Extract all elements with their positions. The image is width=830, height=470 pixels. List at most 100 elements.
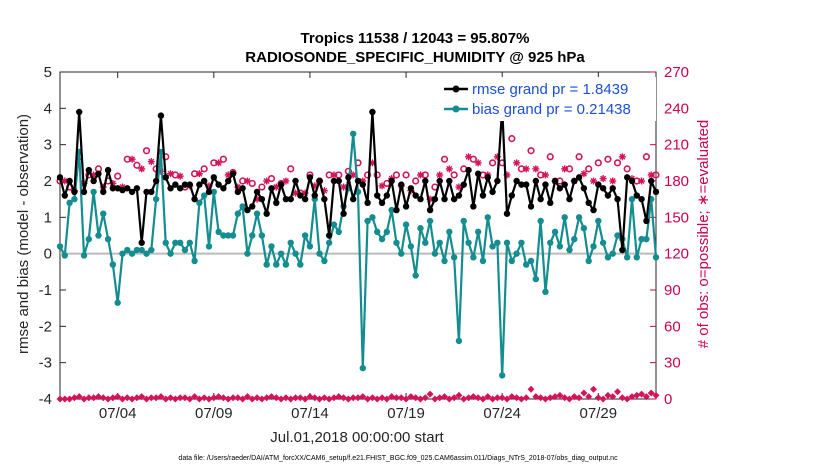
- rejected-obs-marker: [56, 395, 64, 403]
- bias-point: [325, 239, 333, 246]
- rejected-obs-marker: [416, 395, 424, 403]
- rejected-obs-marker: [503, 395, 511, 403]
- rmse-point: [575, 174, 583, 181]
- rmse-point: [354, 177, 362, 185]
- bias-point: [297, 261, 304, 268]
- bias-point: [234, 210, 242, 217]
- rmse-point: [484, 174, 491, 181]
- rejected-obs-marker: [75, 393, 83, 401]
- rmse-point: [220, 185, 227, 192]
- rmse-point: [609, 185, 616, 192]
- possible-obs-marker: [200, 165, 208, 173]
- bias-point: [229, 232, 237, 239]
- rejected-obs-marker: [224, 395, 232, 403]
- evaluated-obs-marker: [436, 171, 444, 179]
- rmse-point: [369, 108, 376, 116]
- rmse-point: [162, 174, 169, 181]
- rejected-obs-marker: [551, 393, 559, 401]
- bias-point: [643, 235, 650, 243]
- bias-point: [575, 214, 583, 221]
- rmse-point: [412, 192, 419, 199]
- rejected-obs-marker: [527, 385, 535, 393]
- rmse-point: [239, 185, 246, 192]
- bias-point: [585, 257, 592, 265]
- bias-point: [349, 130, 357, 137]
- chart-title-line2: RADIOSONDE_SPECIFIC_HUMIDITY @ 925 hPa: [245, 49, 585, 66]
- possible-obs-marker: [412, 177, 420, 185]
- rejected-obs-marker: [498, 394, 506, 402]
- rejected-obs-marker: [642, 393, 650, 401]
- rejected-obs-marker: [517, 395, 525, 403]
- possible-obs-marker: [142, 147, 151, 155]
- bias-point: [80, 252, 88, 259]
- rmse-point: [571, 177, 578, 185]
- evaluated-obs-marker: [147, 158, 155, 166]
- bias-point: [225, 232, 232, 239]
- y-right-tick-label: 240: [664, 100, 689, 117]
- rmse-point: [349, 195, 357, 203]
- rmse-point: [306, 174, 314, 181]
- x-tick-label: 07/04: [99, 405, 137, 422]
- bias-point: [301, 232, 309, 239]
- asterisk-stroke: [196, 170, 203, 177]
- rejected-obs-marker: [455, 391, 463, 399]
- y-right-tick-label: 180: [664, 173, 689, 190]
- bias-point: [119, 250, 126, 257]
- rmse-point: [100, 188, 107, 196]
- asterisk-stroke: [282, 178, 289, 184]
- bias-point: [465, 239, 472, 246]
- rmse-point: [215, 181, 222, 188]
- rejected-obs-marker: [441, 393, 449, 401]
- bias-point: [268, 243, 275, 250]
- asterisk-stroke: [138, 165, 145, 172]
- rejected-obs-marker: [570, 393, 578, 401]
- rejected-obs-marker: [195, 395, 203, 403]
- bias-point: [580, 225, 588, 232]
- rejected-obs-marker: [344, 395, 352, 403]
- rejected-obs-marker: [316, 395, 324, 403]
- rejected-obs-marker: [258, 395, 266, 403]
- bias-point: [133, 246, 141, 254]
- rmse-point: [407, 185, 415, 192]
- rmse-point: [90, 177, 97, 185]
- rejected-obs-marker: [397, 394, 405, 402]
- rmse-point: [547, 199, 554, 206]
- bias-point: [638, 235, 645, 243]
- possible-obs-marker: [344, 167, 352, 175]
- rmse-point: [287, 195, 294, 203]
- evaluated-obs-marker: [215, 159, 223, 167]
- rmse-point: [628, 177, 636, 185]
- rejected-obs-marker: [383, 395, 391, 403]
- rmse-point: [393, 206, 400, 214]
- rmse-point: [167, 185, 174, 192]
- bias-point: [263, 261, 270, 268]
- possible-obs-marker: [258, 183, 266, 191]
- bias-point: [239, 203, 246, 210]
- footnote: data file: /Users/raeder/DAI/ATM_forcXX/…: [178, 455, 618, 462]
- rejected-obs-marker: [652, 391, 660, 399]
- possible-obs-marker: [421, 171, 429, 179]
- bias-point: [556, 243, 564, 250]
- rejected-obs-marker: [484, 393, 492, 401]
- rejected-obs-marker: [340, 394, 348, 402]
- possible-obs-marker: [565, 165, 574, 173]
- rejected-obs-marker: [541, 395, 549, 403]
- rmse-point: [196, 181, 203, 188]
- rejected-obs-marker: [292, 394, 300, 402]
- bias-point: [537, 217, 544, 225]
- rejected-obs-marker: [128, 395, 136, 403]
- evaluated-obs-marker: [455, 183, 463, 191]
- bias-point: [479, 257, 487, 265]
- rmse-point: [85, 166, 93, 174]
- bias-point: [450, 254, 458, 261]
- rejected-obs-marker: [167, 394, 175, 402]
- rmse-point: [234, 188, 242, 196]
- legend-rmse-marker: [452, 85, 460, 93]
- rmse-point: [566, 195, 573, 203]
- rmse-point: [148, 188, 155, 196]
- rmse-point: [229, 170, 237, 177]
- rmse-point: [119, 186, 126, 194]
- possible-obs-marker: [604, 155, 612, 163]
- rejected-obs-marker: [330, 394, 338, 402]
- rejected-obs-marker: [301, 395, 309, 403]
